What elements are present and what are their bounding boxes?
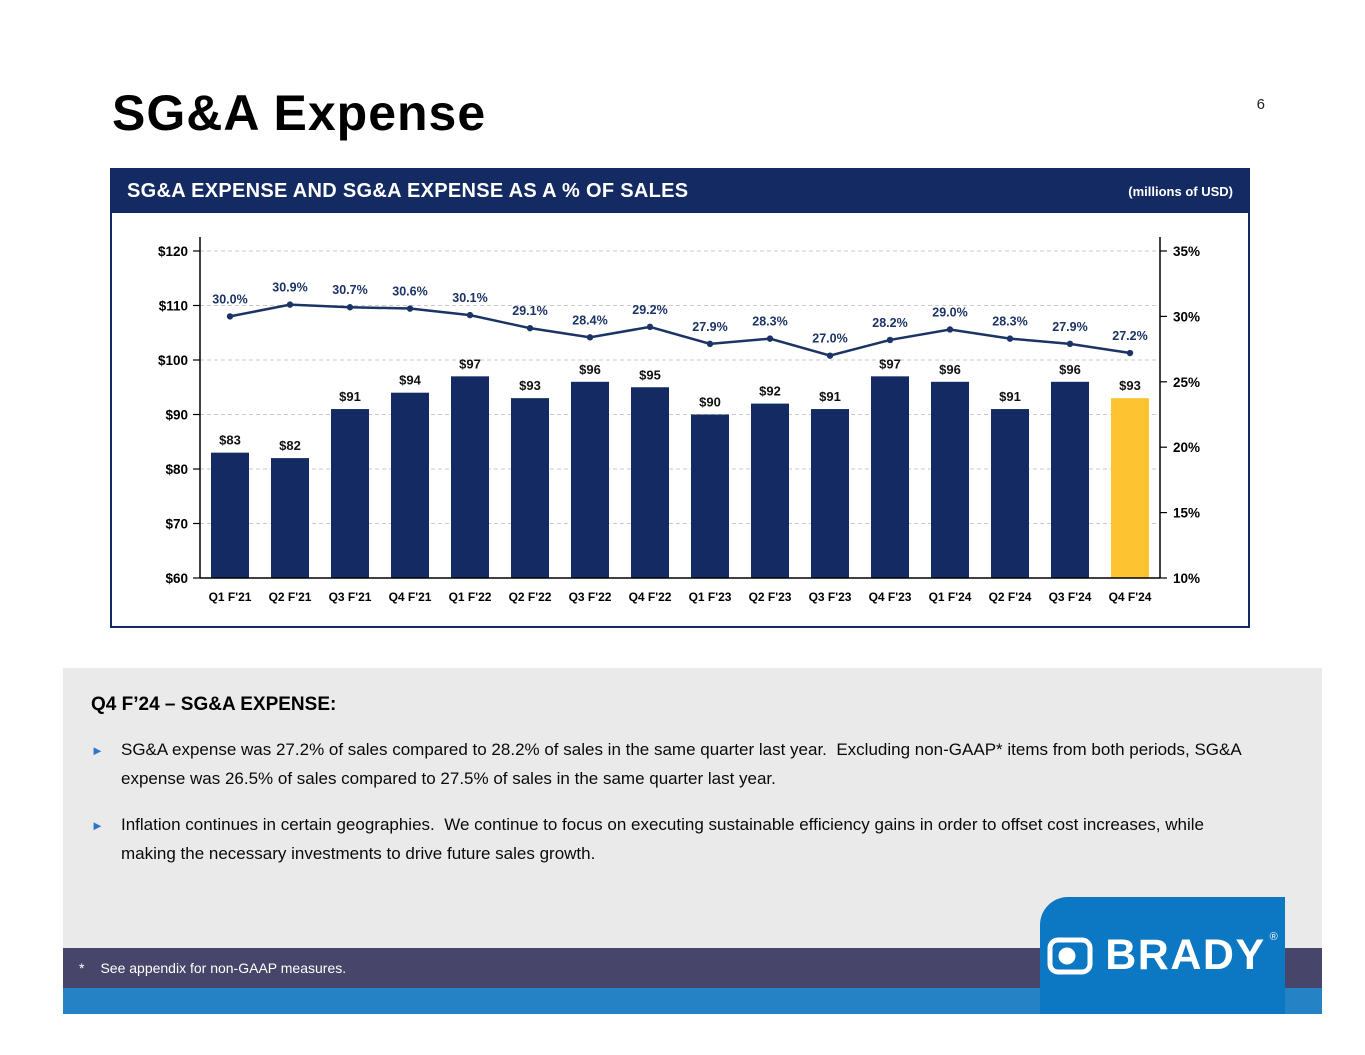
brady-logo: BRADY ® <box>1040 897 1285 1014</box>
svg-text:Q1 F'23: Q1 F'23 <box>689 590 732 604</box>
svg-text:29.2%: 29.2% <box>632 303 667 317</box>
bullet-triangle-icon: ► <box>91 818 104 834</box>
bullet-triangle-icon: ► <box>91 743 104 758</box>
page-title: SG&A Expense <box>112 85 487 141</box>
svg-text:$80: $80 <box>165 462 188 477</box>
brady-wordmark: BRADY <box>1105 931 1266 979</box>
svg-text:29.1%: 29.1% <box>512 304 547 318</box>
svg-text:$91: $91 <box>339 389 361 404</box>
svg-text:Q3 F'21: Q3 F'21 <box>329 590 372 604</box>
svg-text:27.0%: 27.0% <box>812 332 847 346</box>
svg-text:30.9%: 30.9% <box>272 281 307 295</box>
svg-text:$100: $100 <box>158 353 188 368</box>
svg-text:30.6%: 30.6% <box>392 285 427 299</box>
svg-text:$83: $83 <box>219 433 241 448</box>
svg-text:27.9%: 27.9% <box>692 320 727 334</box>
chart-svg: $83 $82 $91 $94 $97 $93 $96 $95 $90 $92 $91 $97 $96 $… <box>158 237 1200 604</box>
svg-text:$92: $92 <box>759 384 781 399</box>
svg-text:Q3 F'22: Q3 F'22 <box>569 590 612 604</box>
svg-text:Q2 F'23: Q2 F'23 <box>749 590 792 604</box>
svg-text:$91: $91 <box>819 389 841 404</box>
svg-text:$96: $96 <box>1059 362 1081 377</box>
svg-text:$93: $93 <box>519 378 541 393</box>
svg-text:20%: 20% <box>1173 440 1200 455</box>
footnote-asterisk: * <box>79 960 85 976</box>
svg-text:27.2%: 27.2% <box>1112 329 1147 343</box>
svg-text:$82: $82 <box>279 438 301 453</box>
svg-text:$110: $110 <box>159 299 188 314</box>
brady-target-icon <box>1047 937 1093 974</box>
chart-header: SG&A EXPENSE AND SG&A EXPENSE AS A % OF … <box>112 170 1248 213</box>
svg-text:$96: $96 <box>579 362 601 377</box>
svg-text:Q4 F'23: Q4 F'23 <box>869 590 912 604</box>
svg-text:10%: 10% <box>1173 571 1200 586</box>
chart-units-label: (millions of USD) <box>1128 184 1233 199</box>
sgna-combo-chart: $83 $82 $91 $94 $97 $93 $96 $95 $90 $92 $91 $97 $96 $… <box>112 213 1248 626</box>
svg-text:30.7%: 30.7% <box>332 283 367 297</box>
bullet-item: ► Inflation continues in certain geograp… <box>91 811 1262 868</box>
svg-text:Q3 F'23: Q3 F'23 <box>809 590 852 604</box>
svg-text:Q3 F'24: Q3 F'24 <box>1049 590 1092 604</box>
svg-text:Q4 F'24: Q4 F'24 <box>1109 590 1152 604</box>
svg-text:29.0%: 29.0% <box>932 305 967 319</box>
commentary-heading: Q4 F’24 – SG&A EXPENSE: <box>91 694 337 715</box>
chart-title: SG&A EXPENSE AND SG&A EXPENSE AS A % OF … <box>127 180 689 202</box>
svg-text:28.3%: 28.3% <box>992 315 1027 329</box>
svg-text:Q1 F'24: Q1 F'24 <box>929 590 972 604</box>
svg-text:Q1 F'21: Q1 F'21 <box>209 590 252 604</box>
svg-text:$90: $90 <box>165 408 188 423</box>
svg-text:30.1%: 30.1% <box>452 291 487 305</box>
registered-mark: ® <box>1269 931 1278 943</box>
svg-text:$93: $93 <box>1119 378 1141 393</box>
svg-text:$120: $120 <box>158 244 188 259</box>
bullet-item: ► SG&A expense was 27.2% of sales compar… <box>91 736 1262 793</box>
page-number: 6 <box>1256 96 1265 113</box>
svg-text:28.3%: 28.3% <box>752 315 787 329</box>
svg-text:$97: $97 <box>459 356 481 371</box>
svg-text:$70: $70 <box>165 517 188 532</box>
svg-text:$60: $60 <box>165 571 188 586</box>
svg-text:$94: $94 <box>399 373 421 388</box>
bullet-text: SG&A expense was 27.2% of sales compared… <box>121 740 1246 788</box>
footnote-text: See appendix for non-GAAP measures. <box>100 960 347 976</box>
svg-text:Q2 F'24: Q2 F'24 <box>989 590 1032 604</box>
svg-text:$91: $91 <box>999 389 1021 404</box>
svg-text:Q2 F'22: Q2 F'22 <box>509 590 552 604</box>
svg-text:15%: 15% <box>1173 506 1200 521</box>
svg-text:$96: $96 <box>939 362 961 377</box>
svg-text:$90: $90 <box>699 395 721 410</box>
svg-text:25%: 25% <box>1173 375 1200 390</box>
svg-text:35%: 35% <box>1173 244 1200 259</box>
svg-text:Q2 F'21: Q2 F'21 <box>269 590 312 604</box>
bullet-text: Inflation continues in certain geographi… <box>121 815 1209 863</box>
svg-text:Q1 F'22: Q1 F'22 <box>449 590 492 604</box>
svg-text:$95: $95 <box>639 367 661 382</box>
svg-text:30.0%: 30.0% <box>212 292 247 306</box>
svg-text:Q4 F'21: Q4 F'21 <box>389 590 432 604</box>
svg-text:28.2%: 28.2% <box>872 316 907 330</box>
svg-text:28.4%: 28.4% <box>572 313 607 327</box>
svg-text:$97: $97 <box>879 356 901 371</box>
svg-text:30%: 30% <box>1173 309 1200 324</box>
chart-panel: SG&A EXPENSE AND SG&A EXPENSE AS A % OF … <box>110 168 1250 628</box>
svg-text:27.9%: 27.9% <box>1052 320 1087 334</box>
svg-text:Q4 F'22: Q4 F'22 <box>629 590 672 604</box>
